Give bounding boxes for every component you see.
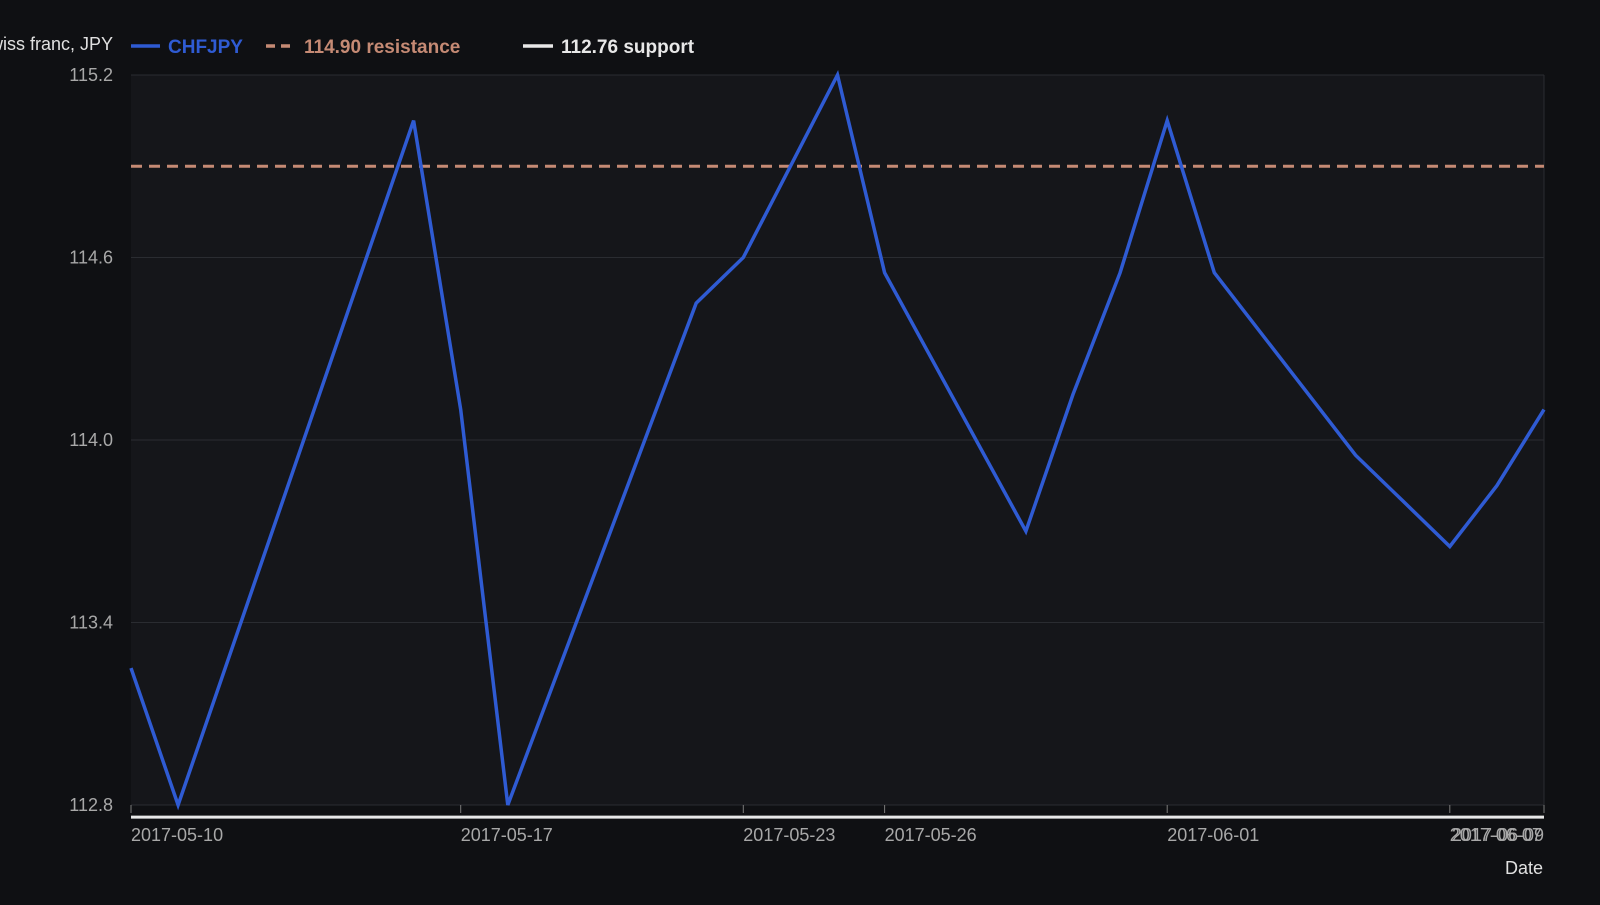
legend-label-chfjpy: CHFJPY bbox=[168, 37, 243, 58]
legend-label-support: 112.76 support bbox=[561, 37, 695, 58]
x-axis: 2017-05-10 2017-05-17 2017-05-23 2017-05-26… bbox=[130, 805, 1545, 845]
x-tick-label-6: 2017-06-09 bbox=[1452, 825, 1544, 845]
x-tick-label-0: 2017-05-10 bbox=[131, 825, 223, 845]
reference-lines bbox=[131, 164, 1544, 819]
series-line-0 bbox=[129, 70, 1546, 811]
y-tick-label-1: 113.4 bbox=[69, 613, 113, 633]
x-tick-label-4: 2017-06-01 bbox=[1167, 825, 1259, 845]
y-tick-label-4: 115.2 bbox=[69, 65, 113, 85]
legend: CHFJPY 114.90 resistance 112.76 support bbox=[131, 37, 695, 58]
y-tick-label-2: 114.0 bbox=[69, 430, 113, 450]
legend-label-resistance: 114.90 resistance bbox=[304, 37, 460, 58]
legend-item-resistance[interactable]: 114.90 resistance bbox=[266, 37, 460, 58]
y-axis: 112.8 113.4 114.0 114.6 115.2 bbox=[69, 65, 113, 815]
x-axis-label: Date bbox=[1505, 858, 1543, 878]
legend-item-support[interactable]: 112.76 support bbox=[523, 37, 695, 58]
y-tick-label-3: 114.6 bbox=[69, 248, 113, 268]
x-tick-label-1: 2017-05-17 bbox=[461, 825, 553, 845]
x-tick-label-5: 2017-06-07 bbox=[1450, 825, 1542, 845]
legend-item-chfjpy[interactable]: CHFJPY bbox=[131, 37, 243, 58]
x-tick-label-3: 2017-05-26 bbox=[885, 825, 977, 845]
y-tick-label-0: 112.8 bbox=[69, 795, 113, 815]
x-tick-label-2: 2017-05-23 bbox=[743, 825, 835, 845]
series-lines bbox=[129, 70, 1546, 811]
y-axis-label: Swiss franc, JPY bbox=[0, 34, 113, 54]
